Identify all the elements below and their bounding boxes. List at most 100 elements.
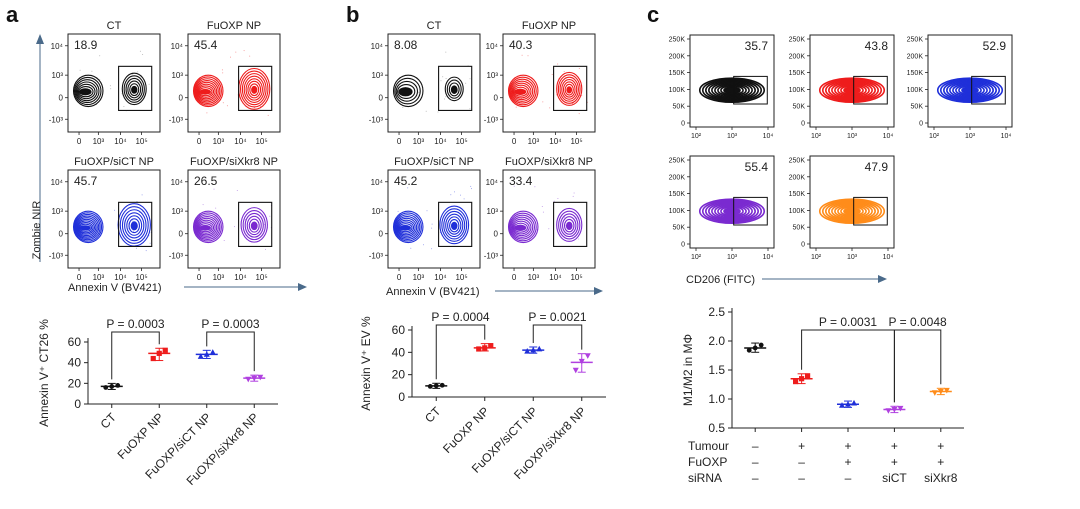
x-tick-label: 10⁴ xyxy=(1001,133,1012,140)
contour-population xyxy=(72,74,104,108)
flow-event-dot xyxy=(470,185,472,187)
data-point xyxy=(427,383,433,389)
flow-event-dot xyxy=(222,72,224,74)
contour-population xyxy=(961,86,979,95)
contour-population xyxy=(711,81,753,99)
x-tick-label: 10⁵ xyxy=(255,137,267,146)
contour-population xyxy=(821,78,883,102)
flow-event-dot xyxy=(397,210,399,212)
y-tick-label: 10³ xyxy=(171,207,183,216)
significance-bracket xyxy=(893,329,942,403)
contour-population xyxy=(119,206,149,244)
table-cell: – xyxy=(798,471,805,485)
contour-population xyxy=(711,202,753,220)
gate-box xyxy=(118,201,153,247)
contour-population xyxy=(698,198,766,225)
contour-population xyxy=(510,216,534,238)
contour-population xyxy=(558,210,581,240)
x-tick-label: 0 xyxy=(197,273,202,282)
contour-population xyxy=(74,79,100,104)
flow-event-dot xyxy=(79,69,81,71)
y-tick-label: -10³ xyxy=(169,115,184,124)
flow-event-dot xyxy=(234,226,235,228)
contour-population xyxy=(557,74,581,104)
flow-event-dot xyxy=(135,247,137,249)
arrow-head xyxy=(298,283,307,291)
data-point xyxy=(793,379,799,385)
y-tick-label: 10³ xyxy=(51,207,63,216)
x-tick-label: 10⁴ xyxy=(434,137,447,146)
x-tick-label: 0 xyxy=(512,273,517,282)
contour-population xyxy=(840,206,864,217)
gate-box xyxy=(118,65,153,111)
contour-population xyxy=(720,85,744,96)
flow-event-dot xyxy=(572,195,574,197)
flow-plot-title: FuOXP/siCT NP xyxy=(394,156,474,168)
y-tick-label: 200K xyxy=(789,53,806,60)
flow-event-dot xyxy=(460,194,461,196)
contour-population xyxy=(77,86,94,98)
contour-population xyxy=(249,83,260,97)
panel-label: a xyxy=(6,2,19,27)
flow-event-dot xyxy=(426,210,428,212)
y-tick-label: 0 xyxy=(494,94,499,103)
contour-population xyxy=(939,78,1001,102)
gate-box xyxy=(553,65,588,111)
y-tick-label: 0 xyxy=(59,94,64,103)
flow-event-dot xyxy=(513,185,515,187)
gate-percentage: 33.4 xyxy=(509,174,533,188)
x-tick-label: 10³ xyxy=(213,137,225,146)
table-cell: siCT xyxy=(882,471,907,485)
x-tick-label: 10³ xyxy=(93,137,105,146)
gate-percentage: 45.2 xyxy=(394,174,418,188)
gate-box xyxy=(971,75,1006,105)
contour-population xyxy=(834,203,870,219)
table-cell: siXkr8 xyxy=(924,471,958,485)
y-tick-label: 2.0 xyxy=(708,334,725,348)
contour-population xyxy=(194,214,221,240)
y-tick-label: 200K xyxy=(907,53,924,60)
contour-population xyxy=(825,79,879,101)
gate-percentage: 26.5 xyxy=(194,174,218,188)
contour-population xyxy=(562,216,577,235)
contour-population xyxy=(513,222,528,233)
gate-box xyxy=(238,201,273,247)
contour-population xyxy=(72,210,104,244)
x-tick-label: 10⁵ xyxy=(135,273,147,282)
flow-event-dot xyxy=(469,108,471,110)
contour-population xyxy=(76,218,97,237)
flow-plot-title: FuOXP NP xyxy=(207,20,261,32)
y-tick-label: 0 xyxy=(379,94,384,103)
flow-event-dot xyxy=(557,198,559,199)
y-tick-label: 10⁴ xyxy=(51,178,64,187)
contour-population xyxy=(248,218,260,233)
gate-percentage: 8.08 xyxy=(394,38,418,52)
flow-event-dot xyxy=(206,112,208,114)
flow-plot-frame xyxy=(67,33,161,133)
table-cell: – xyxy=(752,439,759,453)
contour-population xyxy=(251,85,258,94)
data-point xyxy=(439,382,445,388)
data-point xyxy=(156,350,162,356)
contour-population xyxy=(508,212,537,242)
contour-population xyxy=(446,79,462,99)
y-tick-label: 100K xyxy=(789,87,806,94)
flow-plot-title: FuOXP/siXkr8 NP xyxy=(190,156,278,168)
flow-event-dot xyxy=(465,82,467,84)
contour-population xyxy=(507,210,539,244)
contour-population xyxy=(193,76,222,106)
flow-plot-title: CT xyxy=(427,20,442,32)
contour-population xyxy=(514,88,527,96)
contour-population xyxy=(837,83,867,97)
contour-population xyxy=(199,88,211,95)
flow-event-dot xyxy=(226,105,228,107)
flow-event-dot xyxy=(123,106,125,107)
table-cell: + xyxy=(844,455,851,469)
gate-box xyxy=(438,65,473,111)
y-tick-label: -10³ xyxy=(369,115,384,124)
flow-plot-title: CT xyxy=(107,20,122,32)
data-point xyxy=(103,385,109,390)
data-point xyxy=(245,376,252,383)
y-axis-label: M1/M2 in MΦ xyxy=(681,334,695,406)
